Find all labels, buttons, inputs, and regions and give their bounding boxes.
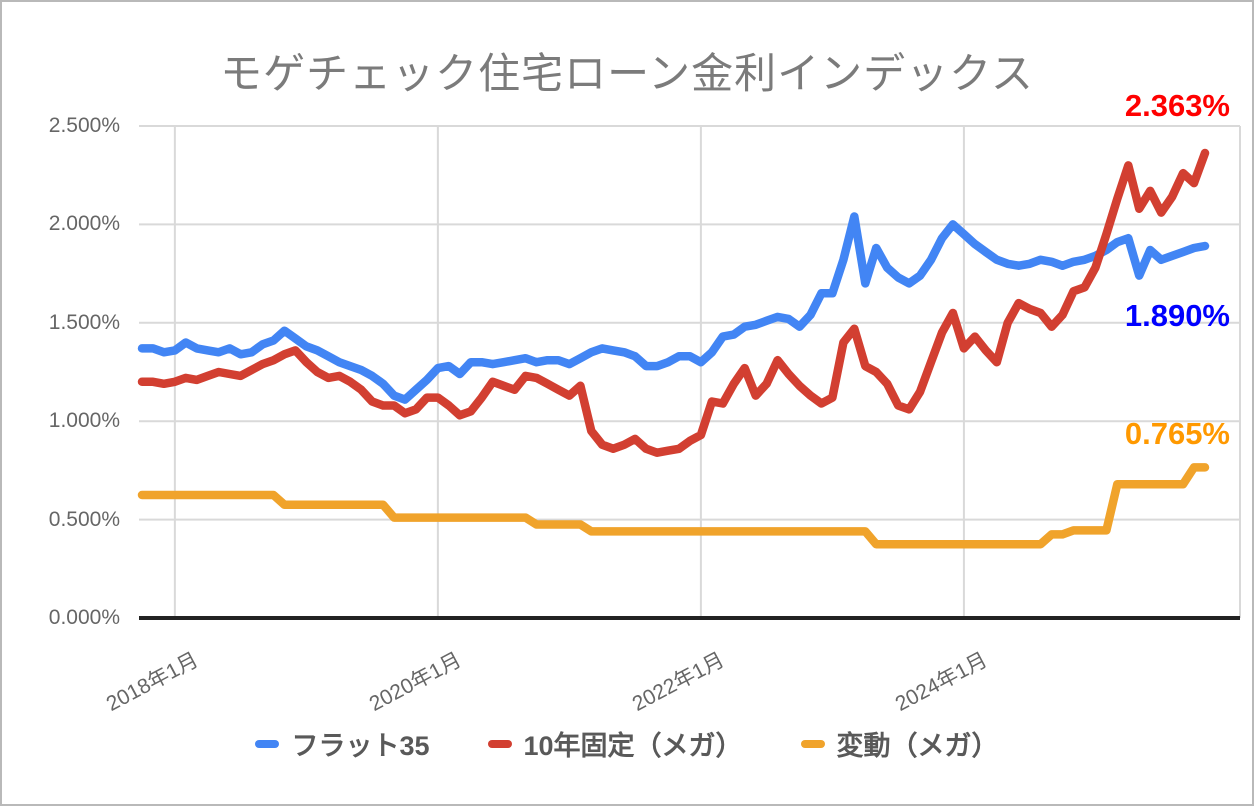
end-value-label-フラット35: 1.890% [1124,298,1230,333]
legend: フラット35 10年固定（メガ） 変動（メガ） [2,724,1252,763]
legend-marker-icon [800,739,825,748]
legend-marker-icon [255,739,280,748]
legend-marker-icon [487,739,512,748]
series-line-変動（メガ） [137,463,1210,549]
legend-label: フラット35 [291,731,430,761]
chart-title: モゲチェック住宅ローン金利インデックス [220,50,1034,97]
legend-item: 10年固定（メガ） [487,724,743,763]
legend-item: フラット35 [255,724,430,763]
legend-label: 10年固定（メガ） [523,731,743,761]
legend-item: 変動（メガ） [800,724,999,763]
y-axis-label: 0.000% [48,606,120,629]
end-value-label-10年固定（メガ）: 2.363% [1124,88,1230,123]
y-axis-label: 2.500% [48,114,120,137]
legend-label: 変動（メガ） [836,731,999,761]
series-line-フラット35 [137,212,1210,404]
y-axis-label: 1.000% [48,409,120,433]
y-axis-label: 1.500% [48,310,120,334]
end-value-label-変動（メガ）: 0.765% [1124,416,1230,451]
y-axis-label: 0.500% [48,507,120,531]
series-line-10年固定（メガ） [137,148,1210,457]
y-axis-label: 2.000% [48,212,120,236]
